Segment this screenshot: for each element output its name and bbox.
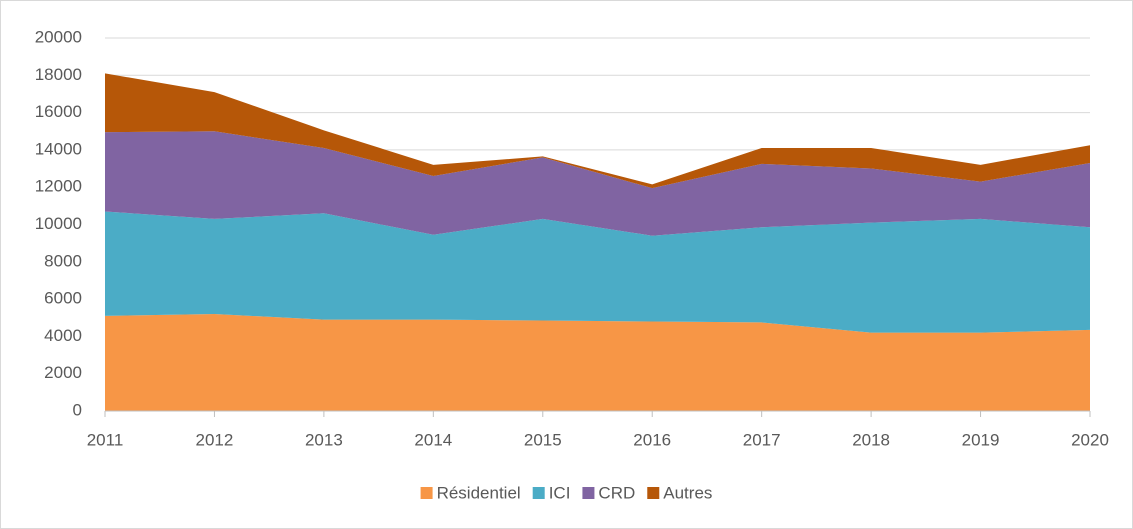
y-tick-label: 8000 [44,251,82,270]
x-tick-label: 2011 [87,430,124,449]
x-tick-label: 2014 [414,430,452,449]
y-tick-label: 6000 [44,289,82,308]
x-tick-label: 2015 [524,430,562,449]
x-tick-label: 2013 [305,430,343,449]
legend-swatch [420,487,433,499]
legend-swatch [647,487,660,499]
y-tick-label: 4000 [44,326,82,345]
y-tick-label: 10000 [35,214,82,233]
legend-swatch [582,487,595,499]
y-tick-label: 20000 [35,27,82,46]
x-tick-label: 2017 [743,430,781,449]
legend-label: ICI [549,483,571,502]
legend-label: Résidentiel [437,483,521,502]
area [105,211,1090,333]
area [105,73,1090,189]
x-tick-label: 2019 [962,430,1000,449]
area [105,131,1090,236]
y-tick-label: 12000 [35,177,82,196]
x-tick-label: 2016 [633,430,671,449]
legend-swatch [532,487,545,499]
y-tick-label: 2000 [44,363,82,382]
y-tick-label: 0 [73,400,82,419]
legend-label: CRD [598,483,635,502]
x-tick-label: 2012 [196,430,234,449]
x-tick-label: 2020 [1071,430,1109,449]
legend-label: Autres [663,483,712,502]
y-tick-label: 14000 [35,139,82,158]
area [105,314,1090,411]
x-tick-label: 2018 [852,430,890,449]
y-tick-label: 18000 [35,65,82,84]
y-tick-label: 16000 [35,102,82,121]
